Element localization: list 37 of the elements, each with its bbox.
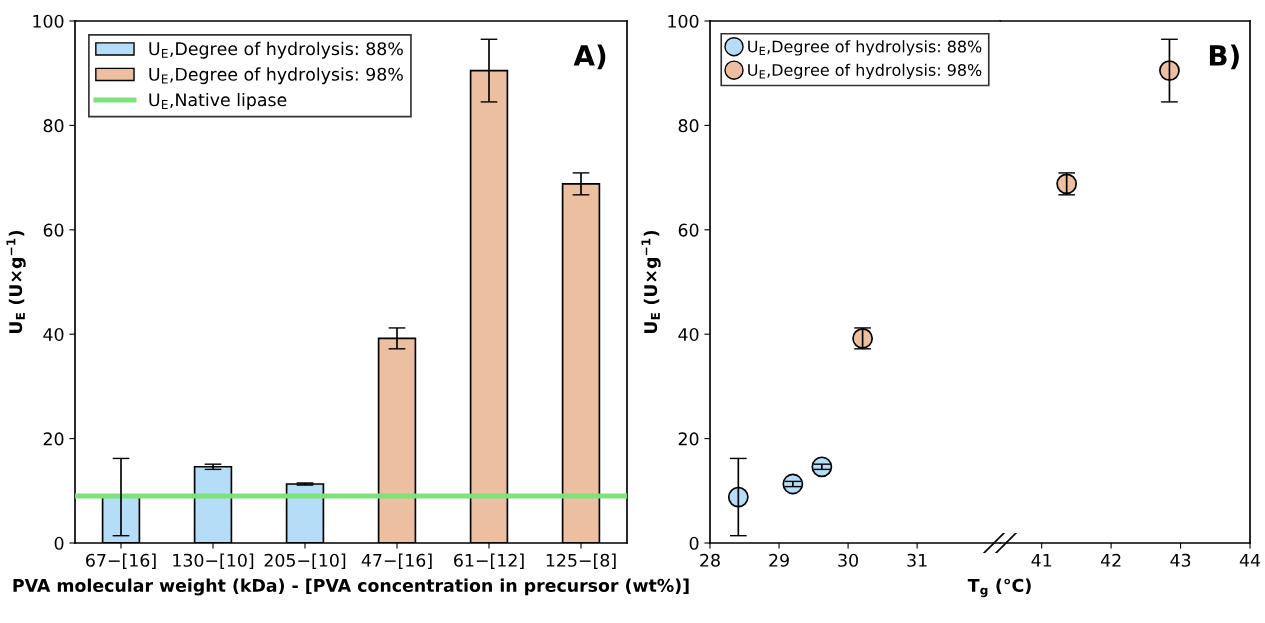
legend-label: U$_{E}$,Degree of hydrolysis: 88% (149, 41, 403, 59)
y-tick-label: 100 (668, 14, 699, 28)
legend-label: U$_{E}$,Degree of hydrolysis: 98% (149, 67, 403, 85)
x-tick-label: 61−[12] (454, 553, 524, 569)
y-tick-label: 60 (678, 223, 699, 237)
x-tick-label: 41 (1031, 553, 1052, 567)
x-tick-label: 31 (907, 553, 927, 567)
legend-label: U$_{E}$,Degree of hydrolysis: 98% (748, 63, 982, 80)
x-tick-label: 43 (1170, 553, 1191, 567)
legend-label: U$_{E}$,Native lipase (149, 92, 287, 110)
x-tick-label: 30 (838, 553, 858, 567)
annotation: A) (573, 44, 606, 70)
x-axis-title: T$_{g}$ (°C) (967, 578, 1031, 598)
y-axis-title: U$_{E}$ (U×g$^{−1}$) (641, 230, 661, 334)
x-tick-label: 130−[10] (173, 553, 254, 569)
annotation: B) (1209, 44, 1239, 70)
y-tick-label: 80 (678, 119, 699, 133)
y-axis-title: U$_{E}$ (U×g$^{−1}$) (6, 230, 26, 334)
y-tick-label: 0 (54, 536, 64, 550)
x-tick-label: 28 (700, 553, 720, 567)
x-tick-label: 42 (1100, 553, 1121, 567)
x-tick-label: 125−[8] (546, 553, 616, 569)
x-tick-label: 205−[10] (264, 553, 346, 569)
y-tick-label: 20 (678, 432, 699, 446)
x-axis-title: PVA molecular weight (kDa) - [PVA concentration in precursor (wt%)] (13, 578, 689, 596)
y-tick-label: 80 (43, 119, 64, 133)
y-tick-label: 40 (43, 327, 64, 342)
y-tick-label: 20 (43, 432, 64, 446)
x-tick-label: 47−[16] (361, 553, 432, 569)
legend-label: U$_{E}$,Degree of hydrolysis: 88% (748, 40, 982, 56)
x-tick-label: 44 (1239, 553, 1261, 567)
x-tick-label: 67−[16] (86, 553, 156, 569)
y-tick-label: 100 (33, 14, 64, 28)
y-tick-label: 60 (43, 223, 64, 237)
x-tick-label: 29 (769, 553, 789, 567)
y-tick-label: 40 (678, 327, 699, 342)
y-tick-label: 0 (689, 536, 699, 550)
